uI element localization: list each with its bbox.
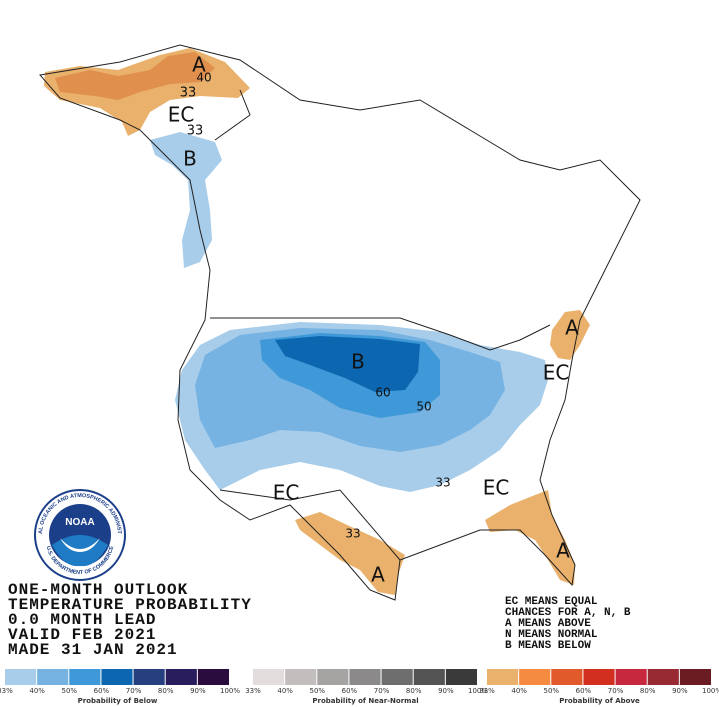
color-swatch	[349, 669, 381, 685]
bar-tick-label: 40%	[277, 687, 293, 695]
bar-tick-label: 90%	[190, 687, 206, 695]
bar-tick-label: 60%	[342, 687, 358, 695]
alaska-above-40	[55, 52, 215, 100]
color-swatch	[133, 669, 165, 685]
outlines	[39, 44, 641, 601]
legend-note: N MEANS NORMAL	[505, 629, 598, 641]
color-swatch	[679, 669, 711, 685]
color-swatch	[37, 669, 69, 685]
map-label: 40	[196, 71, 211, 85]
map-label: 33	[345, 527, 360, 541]
bar-tick-label: 33%	[479, 687, 495, 695]
color-swatch	[413, 669, 445, 685]
legend-note: EC MEANS EQUAL	[505, 596, 598, 608]
color-swatch	[253, 669, 285, 685]
title-line: 0.0 MONTH LEAD	[8, 611, 156, 629]
title-line: TEMPERATURE PROBABILITY	[8, 596, 252, 614]
bar-tick-label: 60%	[94, 687, 110, 695]
bar-caption: Probability of Above	[559, 697, 640, 705]
map-label: EC	[168, 103, 195, 127]
bar-tick-label: 33%	[0, 687, 13, 695]
map-label: 33	[187, 124, 204, 139]
legend-note: CHANCES FOR A, N, B	[505, 607, 631, 619]
map-label: 33	[435, 476, 450, 490]
map-label: EC	[273, 481, 300, 505]
logo-gull	[60, 538, 100, 552]
southeast-above	[485, 490, 575, 585]
bar-tick-label: 50%	[310, 687, 326, 695]
color-swatch	[69, 669, 101, 685]
color-swatch	[285, 669, 317, 685]
border-alaska	[214, 89, 251, 141]
title-line: VALID FEB 2021	[8, 626, 156, 644]
bar-tick-label: 100%	[468, 687, 488, 695]
shading	[44, 48, 590, 595]
bar-tick-label: 60%	[576, 687, 592, 695]
alaska-below	[150, 132, 222, 268]
logo-name: NOAA	[65, 517, 94, 528]
color-swatch	[165, 669, 197, 685]
conus-below-60	[275, 336, 420, 392]
bar-tick-label: 100%	[220, 687, 240, 695]
color-swatch	[615, 669, 647, 685]
bar-tick-label: 70%	[374, 687, 390, 695]
map-label: A	[371, 563, 385, 587]
bar-caption: Probability of Below	[78, 697, 158, 705]
bar-caption: Probability of Near-Normal	[312, 697, 418, 705]
bar-tick-label: 50%	[62, 687, 78, 695]
map-label: A	[556, 539, 570, 563]
title-line: MADE 31 JAN 2021	[8, 641, 178, 659]
title-line: ONE-MONTH OUTLOOK	[8, 581, 188, 599]
bar-tick-label: 90%	[438, 687, 454, 695]
color-swatch	[101, 669, 133, 685]
color-bars: 33% 40% 50% 60% 70% 80% 90% 100% Probability of …	[0, 669, 719, 705]
color-swatch	[519, 669, 551, 685]
bar-tick-label: 40%	[29, 687, 45, 695]
color-swatch	[487, 669, 519, 685]
color-swatch	[583, 669, 615, 685]
legend-note: B MEANS BELOW	[505, 640, 591, 652]
map-label: B	[183, 147, 197, 171]
color-swatch	[197, 669, 229, 685]
color-swatch	[445, 669, 477, 685]
color-swatch	[317, 669, 349, 685]
color-swatch	[551, 669, 583, 685]
bar-tick-label: 100%	[702, 687, 719, 695]
bar-tick-label: 80%	[640, 687, 656, 695]
bar-tick-label: 80%	[406, 687, 422, 695]
map-label: A	[192, 53, 206, 77]
map-label: 33	[180, 86, 197, 101]
texas-above	[295, 512, 405, 595]
bar-tick-label: 80%	[158, 687, 174, 695]
border-mexico	[219, 489, 401, 561]
bar-tick-label: 70%	[126, 687, 142, 695]
bar-tick-label: 90%	[672, 687, 688, 695]
bar-tick-label: 50%	[544, 687, 560, 695]
map-label: A	[565, 316, 579, 340]
color-swatch	[5, 669, 37, 685]
color-swatch	[381, 669, 413, 685]
map-label: EC	[483, 476, 510, 500]
bar-tick-label: 33%	[245, 687, 261, 695]
color-swatch	[647, 669, 679, 685]
map-label: B	[351, 350, 365, 374]
border	[210, 317, 551, 351]
bar-tick-label: 70%	[608, 687, 624, 695]
map-label: 50	[416, 400, 431, 414]
map-label: 60	[375, 386, 390, 400]
coastline	[39, 44, 641, 601]
legend-note: A MEANS ABOVE	[505, 618, 591, 630]
bar-tick-label: 40%	[511, 687, 527, 695]
map-label: EC	[543, 361, 570, 385]
